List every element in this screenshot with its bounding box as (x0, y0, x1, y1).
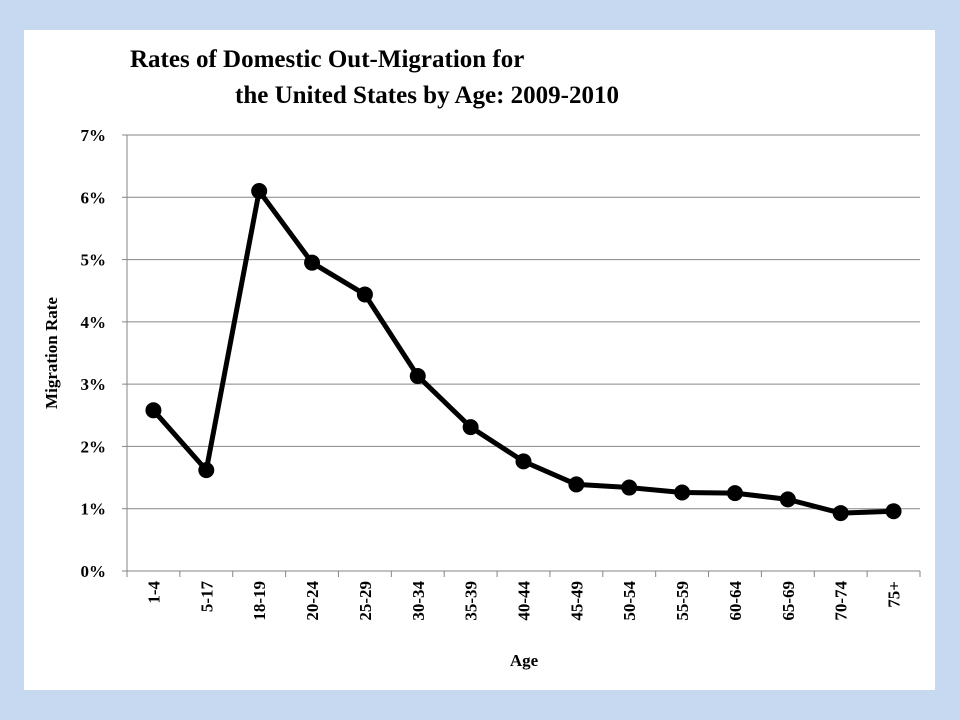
data-point (410, 369, 425, 384)
data-point (569, 477, 584, 492)
chart-title-line-2: the United States by Age: 2009-2010 (235, 82, 619, 109)
y-tick-label: 5% (81, 251, 107, 270)
data-point (727, 486, 742, 501)
y-tick-label: 1% (81, 500, 107, 519)
y-tick-label: 6% (81, 188, 107, 207)
data-point (675, 485, 690, 500)
y-tick-label: 3% (81, 375, 107, 394)
x-tick-label: 18-19 (250, 581, 269, 621)
data-point (463, 420, 478, 435)
data-point (357, 287, 372, 302)
x-tick-label: 35-39 (462, 581, 481, 621)
x-axis-title: Age (510, 651, 539, 670)
slide: Rates of Domestic Out-Migration for the … (24, 30, 935, 690)
data-point (199, 463, 214, 478)
x-tick-label: 75+ (885, 581, 904, 608)
x-tick-label: 30-34 (409, 581, 428, 621)
y-axis-title: Migration Rate (42, 297, 61, 409)
x-tick-labels: 1-4 5-17 18-19 20-24 25-29 30-34 35-39 40-44 45-… (144, 581, 903, 621)
data-point (886, 504, 901, 519)
data-point (833, 506, 848, 521)
data-point (146, 403, 161, 418)
data-point (516, 454, 531, 469)
axes (122, 135, 920, 577)
data-point (780, 492, 795, 507)
x-tick-label: 1-4 (144, 581, 163, 604)
x-tick-label: 25-29 (356, 581, 375, 621)
series (146, 184, 901, 521)
x-tick-label: 5-17 (197, 581, 216, 613)
x-tick-label: 55-59 (673, 581, 692, 621)
y-tick-label: 2% (81, 437, 107, 456)
y-tick-label: 4% (81, 313, 107, 332)
gridlines (127, 135, 920, 571)
x-tick-label: 20-24 (303, 581, 322, 621)
data-point (622, 480, 637, 495)
x-tick-label: 65-69 (779, 581, 798, 621)
chart-title-line-1: Rates of Domestic Out-Migration for (130, 46, 524, 73)
chart: Rates of Domestic Out-Migration for the … (24, 30, 935, 690)
y-tick-labels: 0% 1% 2% 3% 4% 5% 6% 7% (81, 126, 107, 581)
data-point (252, 184, 267, 199)
x-tick-label: 60-64 (726, 581, 745, 621)
chart-title: Rates of Domestic Out-Migration for the … (130, 46, 619, 109)
x-tick-label: 40-44 (515, 581, 534, 621)
data-point (305, 255, 320, 270)
x-tick-label: 70-74 (832, 581, 851, 621)
x-tick-label: 45-49 (567, 581, 586, 621)
y-tick-label: 0% (81, 562, 107, 581)
x-tick-label: 50-54 (620, 581, 639, 621)
y-tick-label: 7% (81, 126, 107, 145)
